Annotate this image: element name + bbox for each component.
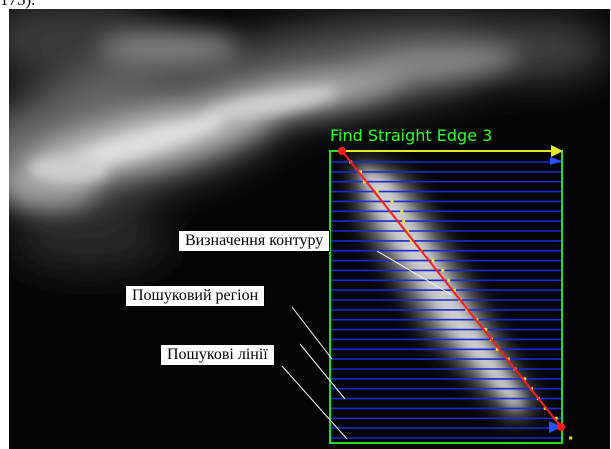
edge-point — [390, 199, 394, 203]
fitted-edge-line — [341, 150, 562, 428]
edge-start-point — [338, 147, 346, 155]
edge-point — [375, 190, 379, 194]
leader-line-lines-2 — [281, 365, 348, 440]
search-lines — [331, 161, 561, 439]
edge-point — [359, 170, 362, 174]
callout-search-lines: Пошукові лінії — [160, 344, 275, 366]
edge-point — [406, 229, 409, 233]
leader-line-region — [291, 306, 333, 360]
direction-marker-icon — [550, 157, 562, 165]
arrow-right-icon — [551, 145, 563, 157]
callout-edge-detection: Визначення контуру — [178, 230, 331, 252]
edge-point — [569, 436, 573, 440]
edge-point — [400, 209, 404, 213]
edge-point — [409, 239, 413, 243]
edge-point — [523, 377, 527, 381]
edge-point — [441, 268, 445, 272]
edge-point — [362, 180, 366, 184]
figure-caption-fragment: 175). — [0, 0, 35, 9]
leader-line-lines-1 — [299, 343, 346, 400]
image-viewport[interactable]: Find Straight Edge 3 Визначення контуру … — [9, 9, 610, 449]
callout-search-region: Пошуковий регіон — [125, 285, 266, 307]
edge-point — [402, 219, 406, 223]
edge-point — [431, 259, 435, 263]
roi-title: Find Straight Edge 3 — [330, 126, 493, 145]
grayscale-image — [9, 9, 610, 449]
edge-point — [495, 347, 499, 351]
leader-line-edge — [376, 250, 453, 296]
edge-point — [452, 288, 456, 292]
edge-end-point — [557, 423, 565, 431]
edge-point — [447, 278, 451, 282]
edge-point — [484, 328, 488, 332]
direction-marker-icon — [549, 421, 562, 433]
edge-point — [554, 416, 558, 420]
